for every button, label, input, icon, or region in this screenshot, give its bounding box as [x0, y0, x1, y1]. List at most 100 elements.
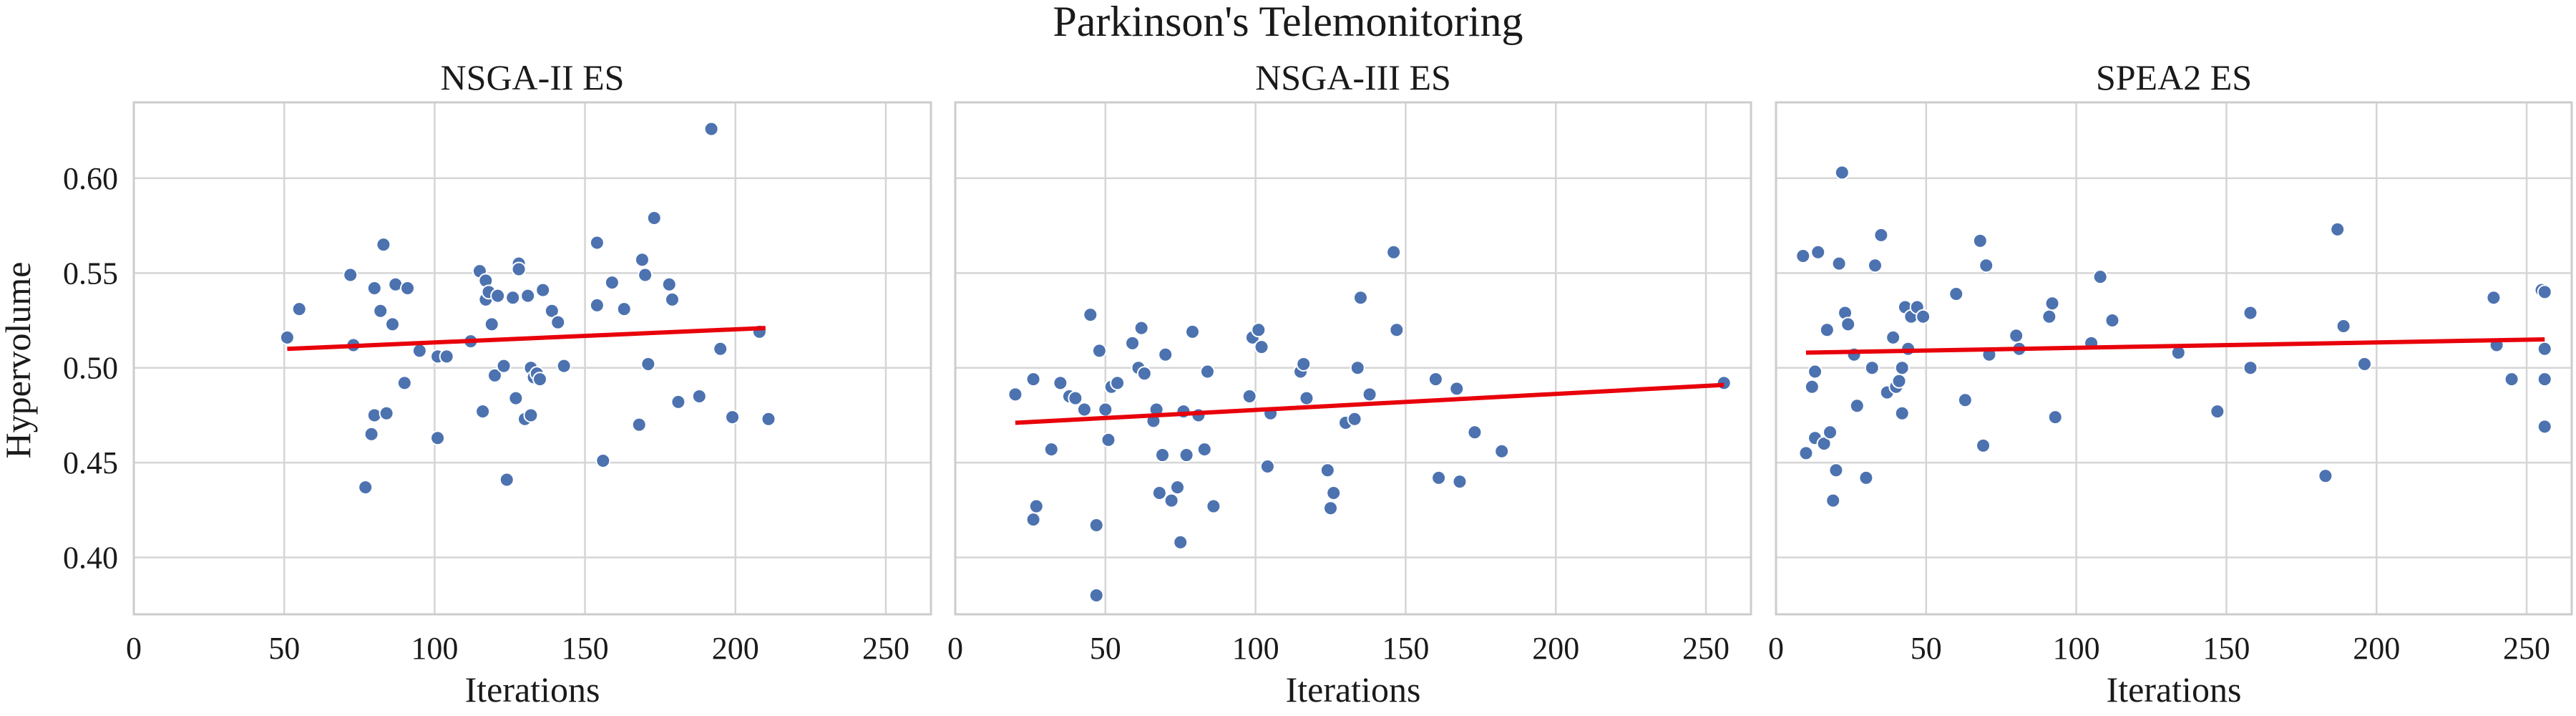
scatter-point: [1196, 442, 1212, 458]
scatter-point: [1133, 320, 1149, 336]
scatter-point: [1163, 493, 1179, 508]
scatter-point: [1362, 387, 1377, 402]
scatter-point: [279, 329, 295, 345]
scatter-point: [1389, 322, 1405, 338]
scatter-point: [664, 291, 680, 307]
scatter-point: [1891, 373, 1907, 389]
scatter-point: [1199, 364, 1215, 379]
scatter-point: [1834, 165, 1850, 180]
scatter-point: [550, 314, 566, 330]
scatter-point: [725, 410, 741, 425]
scatter-point: [358, 480, 374, 495]
scatter-point: [520, 288, 536, 304]
scatter-point: [1076, 402, 1092, 417]
scatter-point: [1795, 248, 1811, 263]
scatter-point: [1352, 290, 1368, 306]
x-tick-label: 150: [2202, 631, 2250, 666]
scatter-point: [2504, 372, 2519, 387]
scatter-point: [523, 407, 539, 423]
scatter-point: [2330, 221, 2346, 237]
x-tick-label: 50: [268, 631, 300, 666]
trend-line: [287, 326, 766, 352]
x-tick-label: 250: [862, 631, 909, 666]
scatter-point: [1972, 233, 1988, 248]
scatter-point: [1825, 493, 1841, 508]
scatter-point: [373, 303, 389, 319]
scatter-point: [2104, 313, 2120, 329]
x-tick-label: 100: [411, 631, 458, 666]
scatter-point: [291, 301, 307, 317]
scatter-point: [1823, 425, 1838, 440]
scatter-point: [544, 303, 560, 319]
panel-3: SPEA2 ES 0 50 100 150 200 250 Iterations: [1768, 57, 2573, 710]
scatter-point: [1098, 402, 1113, 417]
scatter-point: [343, 267, 358, 283]
scatter-point: [1025, 372, 1041, 387]
x-tick-label: 50: [1090, 631, 1121, 666]
scatter-point: [1858, 470, 1874, 485]
scatter-point: [1091, 343, 1107, 359]
scatter-point: [1840, 316, 1856, 332]
scatter-point: [508, 390, 524, 406]
scatter-point: [2537, 419, 2552, 435]
scatter-point: [556, 358, 572, 374]
scatter-point: [487, 367, 502, 383]
scatter-point: [1350, 360, 1365, 376]
scatter-point: [1894, 360, 1910, 376]
scatter-point: [2041, 309, 2057, 324]
x-tick-label: 150: [562, 631, 609, 666]
scatter-point: [475, 404, 491, 420]
scatter-point: [1323, 500, 1339, 516]
scatter-point: [1025, 512, 1041, 528]
x-tick-label: 250: [1682, 631, 1729, 666]
scatter-point: [2486, 290, 2502, 306]
scatter-point: [638, 267, 653, 283]
scatter-point: [430, 430, 446, 446]
scatter-point: [646, 211, 662, 226]
scatter-point: [376, 237, 391, 253]
scatter-point: [1894, 405, 1910, 421]
scatter-point: [1043, 442, 1059, 458]
scatter-point: [1088, 588, 1104, 604]
scatter-point: [1101, 432, 1116, 448]
scatter-point: [589, 235, 605, 251]
scatter-point: [2243, 360, 2258, 376]
scatter-point: [1494, 443, 1510, 459]
scatter-point: [1158, 347, 1174, 362]
scatter-point: [604, 275, 620, 291]
plot-frame: [1775, 101, 2573, 616]
scatter-point: [1979, 258, 1994, 274]
scatter-point: [2356, 356, 2372, 372]
scatter-point: [1810, 244, 1826, 260]
scatter-point: [1449, 381, 1465, 397]
scatter-point: [1816, 436, 1832, 452]
scatter-point: [1241, 388, 1257, 404]
scatter-point: [1867, 258, 1883, 274]
scatter-point: [1299, 390, 1314, 406]
scatter-point: [661, 276, 677, 292]
x-tick-label: 150: [1382, 631, 1429, 666]
scatter-point: [439, 349, 454, 364]
y-tick-label: 0.45: [63, 445, 118, 480]
panel-title: NSGA-III ES: [1255, 57, 1451, 97]
x-tick-label: 250: [2503, 631, 2550, 666]
scatter-point: [1170, 480, 1186, 495]
panel-title: SPEA2 ES: [2096, 57, 2252, 97]
scatter-point: [1452, 474, 1468, 490]
scatter-point: [484, 316, 499, 332]
scatter-point: [616, 301, 632, 317]
scatter-point: [1008, 387, 1023, 402]
scatter-point: [2537, 284, 2552, 300]
panel-2: NSGA-III ES 0 50 100 150 200 250 Iterations: [947, 57, 1752, 710]
y-tick-label: 0.60: [63, 161, 118, 196]
scatter-point: [2009, 328, 2024, 344]
scatter-point: [1819, 322, 1835, 338]
scatter-point: [2537, 341, 2552, 357]
y-tick-label: 0.40: [63, 541, 118, 576]
scatter-point: [1155, 448, 1171, 463]
scatter-point: [511, 261, 527, 277]
x-tick-label: 200: [2353, 631, 2400, 666]
scatter-point: [532, 372, 548, 387]
scatter-point: [385, 316, 401, 332]
